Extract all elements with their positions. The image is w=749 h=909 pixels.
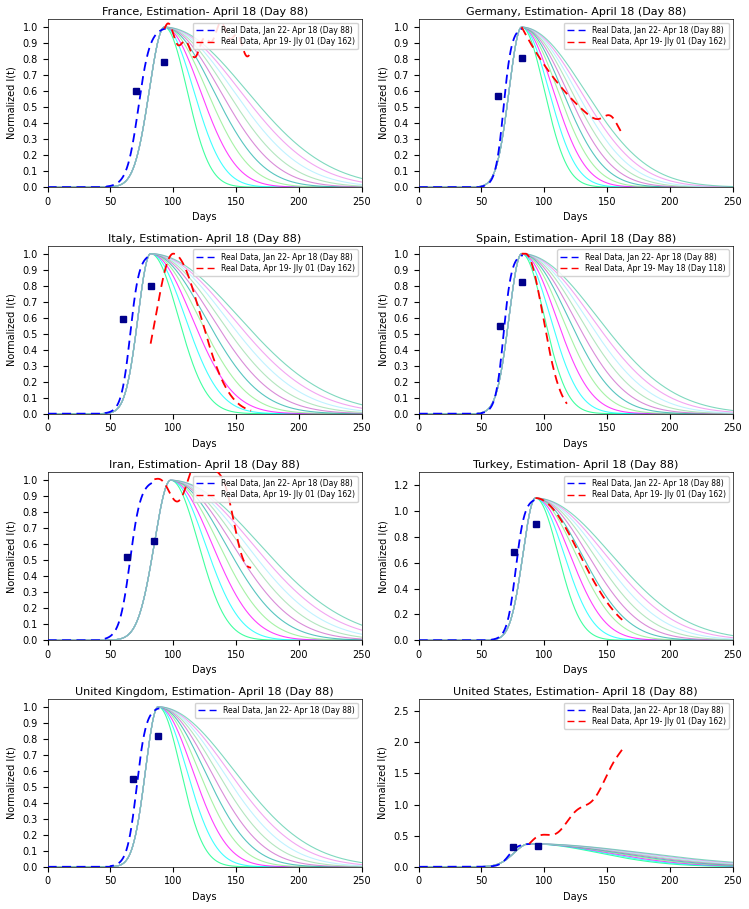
Y-axis label: Normalized I(t): Normalized I(t) — [7, 66, 17, 139]
Title: Spain, Estimation- April 18 (Day 88): Spain, Estimation- April 18 (Day 88) — [476, 234, 676, 244]
Title: Iran, Estimation- April 18 (Day 88): Iran, Estimation- April 18 (Day 88) — [109, 460, 300, 470]
Legend: Real Data, Jan 22- Apr 18 (Day 88), Real Data, Apr 19- Jly 01 (Day 162): Real Data, Jan 22- Apr 18 (Day 88), Real… — [192, 23, 358, 49]
Title: Germany, Estimation- April 18 (Day 88): Germany, Estimation- April 18 (Day 88) — [466, 7, 686, 17]
X-axis label: Days: Days — [563, 892, 588, 902]
Legend: Real Data, Jan 22- Apr 18 (Day 88): Real Data, Jan 22- Apr 18 (Day 88) — [195, 703, 358, 718]
Y-axis label: Normalized I(t): Normalized I(t) — [378, 66, 388, 139]
Title: Turkey, Estimation- April 18 (Day 88): Turkey, Estimation- April 18 (Day 88) — [473, 460, 679, 470]
Title: United States, Estimation- April 18 (Day 88): United States, Estimation- April 18 (Day… — [453, 686, 698, 696]
X-axis label: Days: Days — [563, 213, 588, 223]
Legend: Real Data, Jan 22- Apr 18 (Day 88), Real Data, Apr 19- Jly 01 (Day 162): Real Data, Jan 22- Apr 18 (Day 88), Real… — [563, 703, 729, 729]
X-axis label: Days: Days — [563, 439, 588, 449]
Y-axis label: Normalized I(t): Normalized I(t) — [7, 746, 17, 819]
Y-axis label: Normalized I(t): Normalized I(t) — [7, 294, 17, 366]
Title: United Kingdom, Estimation- April 18 (Day 88): United Kingdom, Estimation- April 18 (Da… — [76, 686, 334, 696]
X-axis label: Days: Days — [192, 439, 217, 449]
Legend: Real Data, Jan 22- Apr 18 (Day 88), Real Data, Apr 19- Jly 01 (Day 162): Real Data, Jan 22- Apr 18 (Day 88), Real… — [563, 23, 729, 49]
Y-axis label: Normalized I(t): Normalized I(t) — [7, 520, 17, 593]
Y-axis label: Normalized I(t): Normalized I(t) — [378, 520, 388, 593]
X-axis label: Days: Days — [563, 665, 588, 675]
Y-axis label: Normalized I(t): Normalized I(t) — [378, 746, 388, 819]
Y-axis label: Normalized I(t): Normalized I(t) — [378, 294, 388, 366]
Title: France, Estimation- April 18 (Day 88): France, Estimation- April 18 (Day 88) — [102, 7, 308, 17]
Title: Italy, Estimation- April 18 (Day 88): Italy, Estimation- April 18 (Day 88) — [108, 234, 301, 244]
X-axis label: Days: Days — [192, 213, 217, 223]
Legend: Real Data, Jan 22- Apr 18 (Day 88), Real Data, Apr 19- Jly 01 (Day 162): Real Data, Jan 22- Apr 18 (Day 88), Real… — [192, 476, 358, 503]
X-axis label: Days: Days — [192, 665, 217, 675]
Legend: Real Data, Jan 22- Apr 18 (Day 88), Real Data, Apr 19- Jly 01 (Day 162): Real Data, Jan 22- Apr 18 (Day 88), Real… — [192, 249, 358, 276]
X-axis label: Days: Days — [192, 892, 217, 902]
Legend: Real Data, Jan 22- Apr 18 (Day 88), Real Data, Apr 19- May 18 (Day 118): Real Data, Jan 22- Apr 18 (Day 88), Real… — [557, 249, 729, 276]
Legend: Real Data, Jan 22- Apr 18 (Day 88), Real Data, Apr 19- Jly 01 (Day 162): Real Data, Jan 22- Apr 18 (Day 88), Real… — [563, 476, 729, 503]
